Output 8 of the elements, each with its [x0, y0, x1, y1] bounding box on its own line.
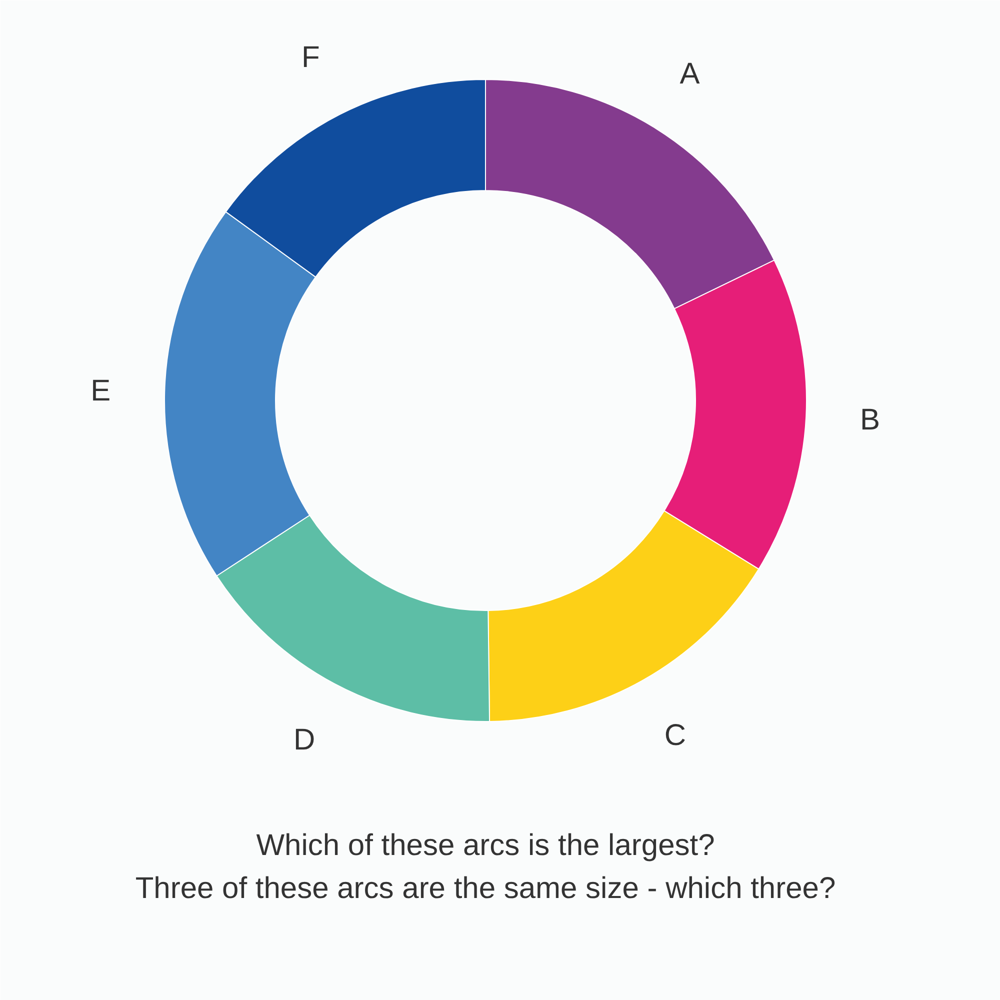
text: Three of these arcs are the same size - which three?	[135, 872, 836, 905]
text: Which of these arcs is the largest?	[256, 829, 715, 862]
slice-label: E	[90, 374, 111, 408]
slice-label: F	[302, 40, 320, 74]
slice-label: C	[664, 719, 686, 752]
slice-label: A	[680, 58, 700, 91]
slice-label: D	[293, 724, 316, 757]
slice-label: B	[860, 403, 880, 436]
